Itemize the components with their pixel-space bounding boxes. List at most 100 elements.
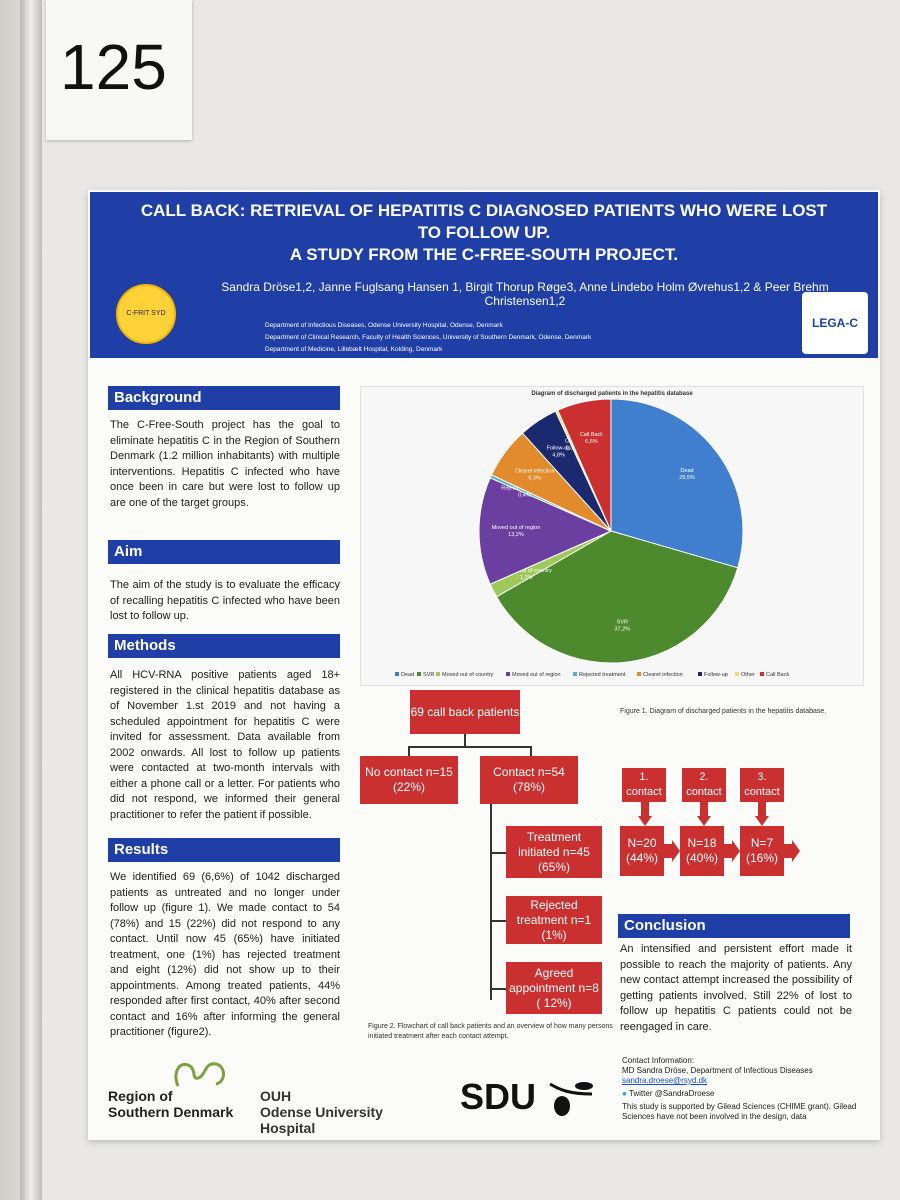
ouh-logo-line-1: OUH [260, 1088, 292, 1104]
pie-value-label: 29,5% [679, 475, 695, 481]
flow-line [490, 852, 508, 854]
down-arrow-icon [638, 802, 652, 826]
pie-value-label: 4,8% [552, 453, 565, 459]
aim-text: The aim of the study is to evaluate the … [110, 579, 340, 622]
svg-text:Moved out of country: Moved out of country [442, 672, 494, 678]
authors: Sandra Dröse1,2, Janne Fuglsang Hansen 1… [221, 280, 829, 308]
flow-contact-1: 1. contact [622, 768, 666, 802]
board-number: 125 [60, 31, 167, 103]
svg-text:Call Back: Call Back [766, 672, 789, 678]
figure-1-caption: Figure 1. Diagram of discharged patients… [620, 708, 827, 715]
flow-line [490, 920, 508, 922]
conclusion-text: An intensified and persistent effort mad… [620, 943, 852, 1033]
pie-slice-dead [610, 398, 744, 569]
departments: Department of Infectious Diseases, Odens… [265, 320, 591, 356]
twitter-handle: Twitter @SandraDroese [628, 1089, 715, 1098]
pie-label: Moved out of country [500, 568, 552, 574]
poster: CALL BACK: RETRIEVAL OF HEPATITIS C DIAG… [88, 190, 880, 1140]
contact-name: MD Sandra Dröse, Department of Infectiou… [622, 1066, 813, 1075]
pie-value-label: 1,7% [520, 575, 533, 581]
flow-rejected: Rejected treatment n=1 (1%) [506, 896, 602, 944]
poster-header: CALL BACK: RETRIEVAL OF HEPATITIS C DIAG… [90, 192, 878, 358]
sdu-logo: SDU [460, 1076, 537, 1117]
results-heading: Results [108, 838, 340, 862]
support-statement: This study is supported by Gilead Scienc… [622, 1102, 857, 1121]
pie-label: SVR [617, 619, 628, 625]
flow-contact: Contact n=54 (78%) [480, 756, 578, 804]
flow-contact-2: 2. contact [682, 768, 726, 802]
ouh-logo: OUH Odense University Hospital [260, 1088, 440, 1136]
svg-text:Dead: Dead [401, 672, 414, 678]
pie-label: Clearet infection [515, 468, 555, 474]
flow-root: 69 call back patients [410, 690, 520, 734]
pie-value-label: 0,3% [566, 445, 579, 451]
contact-heading: Contact Information: [622, 1056, 695, 1065]
department-3: Department of Medicine, Lillebælt Hospit… [265, 346, 443, 353]
pie-slice-svr [495, 530, 739, 664]
down-arrow-icon [755, 802, 769, 826]
legend-entry: Call Back [760, 672, 789, 678]
flow-treatment: Treatment initiated n=45 (65%) [506, 826, 602, 878]
pie-slice-call-back [557, 398, 612, 532]
flow-n-2: N=18 (40%) [680, 826, 724, 876]
pie-label: Moved out of region [492, 525, 541, 531]
svg-text:Other: Other [741, 672, 755, 678]
right-arrow-icon [664, 840, 680, 862]
svg-text:Moved out of region: Moved out of region [512, 672, 561, 678]
svg-text:Follow-up: Follow-up [704, 672, 728, 678]
title-line-3: A STUDY FROM THE C-FREE-SOUTH PROJECT. [289, 245, 679, 264]
board-number-card: 125 [46, 0, 192, 140]
svg-text:Clearet infection: Clearet infection [643, 672, 683, 678]
contact-information: Contact Information: MD Sandra Dröse, De… [622, 1056, 872, 1122]
flow-line [408, 746, 532, 748]
legend-entry: Moved out of region [506, 672, 561, 678]
flow-line [490, 804, 492, 1000]
figure-2-caption: Figure 2. Flowchart of call back patient… [368, 1023, 613, 1040]
region-logo-icon [174, 1062, 225, 1087]
background-heading: Background [108, 386, 340, 410]
pie-chart-figure: Diagram of discharged patients in the he… [360, 386, 864, 686]
title-line-1: CALL BACK: RETRIEVAL OF HEPATITIS C DIAG… [140, 201, 828, 220]
pie-value-label: 37,2% [615, 626, 631, 632]
legend-entry: Follow-up [698, 672, 728, 678]
flow-n-1: N=20 (44%) [620, 826, 664, 876]
department-2: Department of Clinical Research, Faculty… [265, 334, 592, 341]
region-logo-line-2: Southern Denmark [108, 1104, 234, 1120]
twitter-icon: ● [622, 1089, 627, 1098]
pie-value-label: 0,4% [518, 493, 531, 499]
pie-label: Call Back [580, 432, 603, 438]
flow-line [490, 988, 508, 990]
results-text: We identified 69 (6,6%) of 1042 discharg… [110, 871, 340, 1038]
right-arrow-icon [784, 840, 800, 862]
down-arrow-icon [697, 802, 711, 826]
flow-line [530, 746, 532, 756]
pie-slice-moved-out-of-region [478, 477, 613, 585]
pie-value-label: 6,6% [585, 439, 598, 445]
flow-line [408, 746, 410, 756]
conclusion-heading: Conclusion [618, 914, 850, 938]
contact-email-link[interactable]: sandra.droese@rsyd.dk [622, 1076, 708, 1085]
svg-text:Rejected treatment: Rejected treatment [579, 672, 626, 678]
c-frit-syd-logo: C-FRIT SYD [116, 284, 176, 344]
legend-entry: Rejected treatment [573, 672, 626, 678]
methods-heading: Methods [108, 634, 340, 658]
title-line-2: TO FOLLOW UP. [417, 223, 551, 242]
background-text: The C-Free-South project has the goal to… [110, 419, 340, 509]
legend-entry: SVR [417, 672, 434, 678]
svg-text:SVR: SVR [423, 672, 434, 678]
pie-label: Dead [680, 468, 693, 474]
methods-text: All HCV-RNA positive patients aged 18+ r… [110, 669, 340, 821]
flow-contact-3: 3. contact [740, 768, 784, 802]
flow-no-contact: No contact n=15 (22%) [360, 756, 458, 804]
legend-entry: Clearet infection [637, 672, 683, 678]
right-arrow-icon [724, 840, 740, 862]
board-frame [20, 0, 42, 1200]
legend-entry: Moved out of country [436, 672, 494, 678]
poster-title: CALL BACK: RETRIEVAL OF HEPATITIS C DIAG… [100, 200, 868, 266]
region-logo-line-1: Region of [108, 1088, 173, 1104]
ouh-logo-line-2: Odense University Hospital [260, 1104, 383, 1136]
pie-value-label: 13,2% [508, 532, 524, 538]
lega-c-logo: LEGA-C [802, 292, 868, 354]
flow-n-3: N=7 (16%) [740, 826, 784, 876]
